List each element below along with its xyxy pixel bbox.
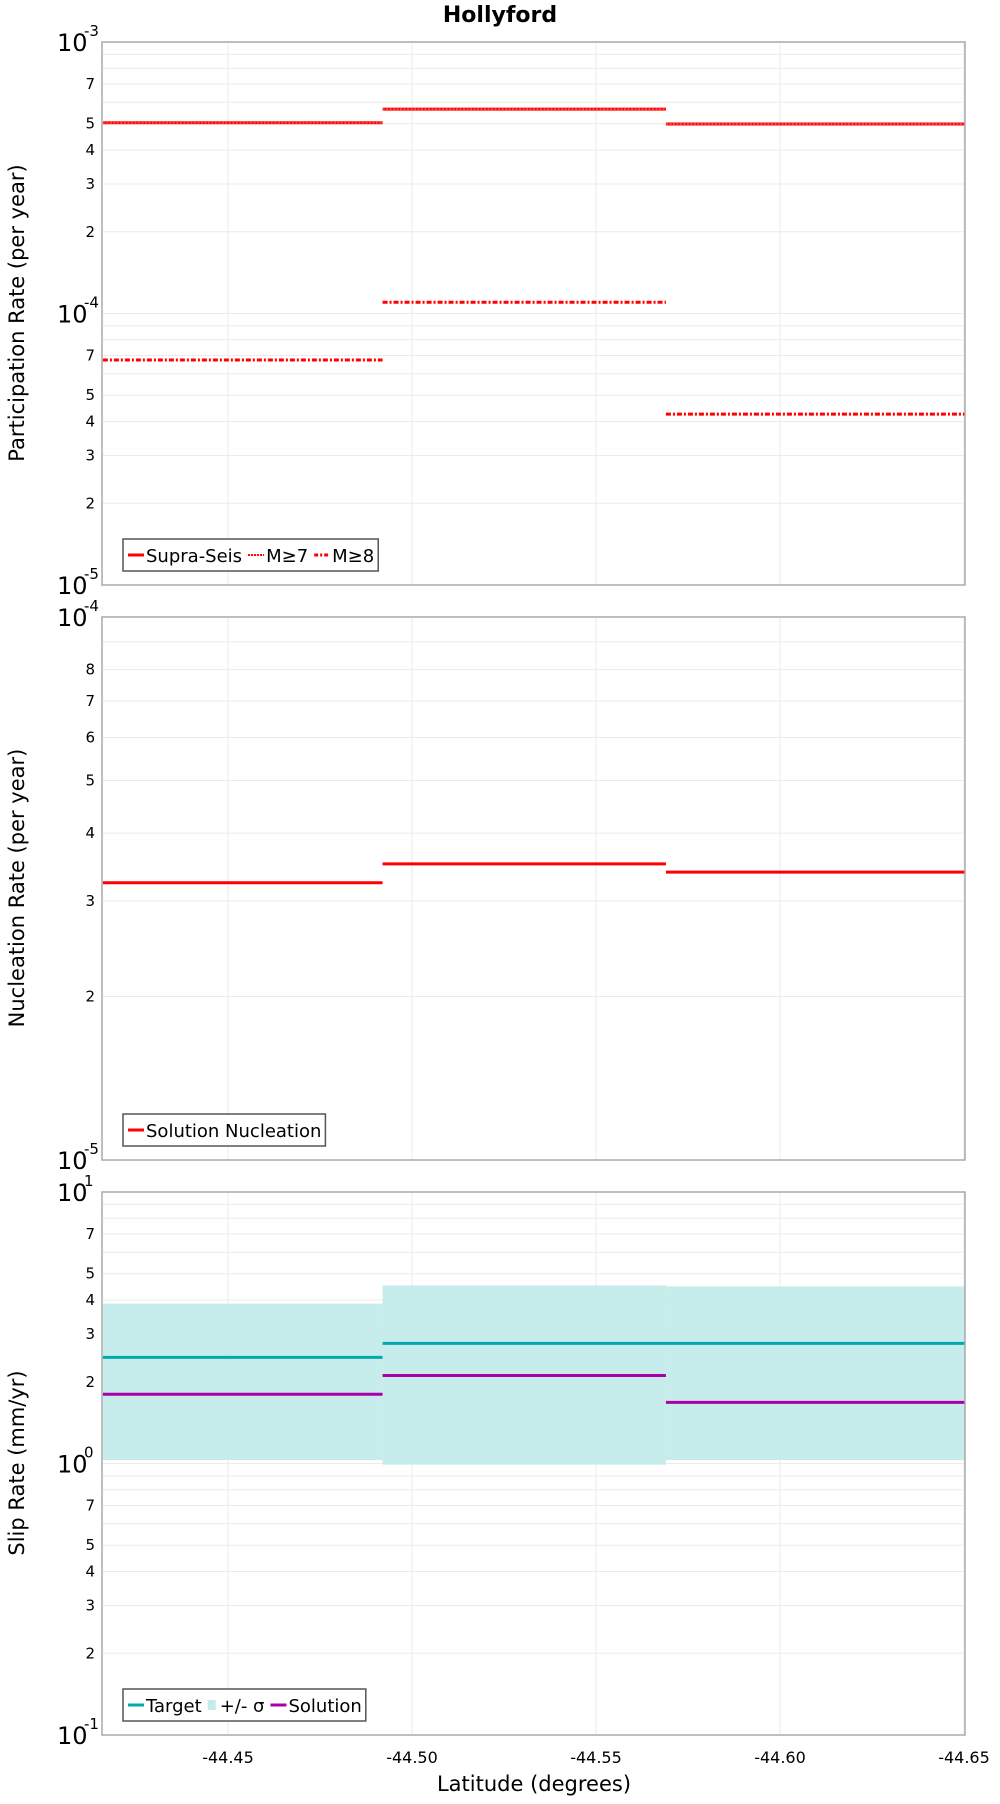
plot-frame [101,41,966,586]
y-major-tick-label: 10 [57,1179,88,1207]
legend-label: Solution Nucleation [146,1121,321,1142]
legend: Solution Nucleation [122,1113,327,1147]
y-minor-tick-label: 5 [85,115,95,133]
legend-label: Solution [288,1696,361,1717]
legend-swatch-sigma [207,1700,216,1710]
y-minor-tick-label: 3 [85,175,95,193]
legend-label: M≥7 [266,546,308,567]
y-minor-tick-label: 2 [85,1644,95,1662]
y-tick-exponent: -4 [84,597,99,615]
legend-label: +/- σ [220,1696,265,1717]
y-minor-tick-label: 3 [85,1325,95,1343]
y-minor-tick-label: 7 [85,1225,95,1243]
sigma-band [665,1286,965,1461]
sigma-band [102,1303,383,1461]
x-axis-label: Latitude (degrees) [437,1772,631,1796]
y-axis-label: Slip Rate (mm/yr) [5,1370,29,1555]
y-major-tick-label: 10 [57,29,88,57]
y-minor-tick-label: 5 [85,1265,95,1283]
y-minor-tick-label: 7 [85,1497,95,1515]
x-tick-label: -44.45 [202,1748,254,1767]
legend-box [122,1688,367,1722]
y-major-tick-label: 10 [57,301,88,329]
y-minor-tick-label: 3 [85,892,95,910]
y-minor-tick-label: 6 [85,728,95,746]
y-minor-tick-label: 5 [85,1536,95,1554]
y-minor-tick-label: 4 [85,413,95,431]
y-tick-exponent: -5 [84,1140,99,1158]
legend-label: Supra-Seis [146,546,242,567]
y-minor-tick-label: 4 [85,141,95,159]
y-minor-tick-label: 2 [85,223,95,241]
y-minor-tick-label: 4 [85,824,95,842]
legend: Target +/- σ Solution [122,1688,367,1722]
y-minor-tick-label: 7 [85,75,95,93]
x-tick-label: -44.60 [754,1748,806,1767]
y-minor-tick-label: 2 [85,1373,95,1391]
plot-frame [101,1191,966,1736]
y-minor-tick-label: 2 [85,988,95,1006]
y-major-tick-label: 10 [57,604,88,632]
y-minor-tick-label: 4 [85,1291,95,1309]
y-tick-exponent: -5 [84,565,99,583]
y-tick-exponent: 1 [84,1172,94,1190]
y-major-tick-label: 10 [57,1722,88,1750]
y-major-tick-label: 10 [57,572,88,600]
y-minor-tick-label: 7 [85,692,95,710]
y-minor-tick-label: 7 [85,347,95,365]
chart-title: Hollyford [443,3,557,28]
y-axis-label: Participation Rate (per year) [5,164,29,461]
y-minor-tick-label: 5 [85,771,95,789]
legend-box [122,1113,327,1147]
y-minor-tick-label: 3 [85,446,95,464]
legend-label: Target [145,1696,202,1717]
y-axis-label: Nucleation Rate (per year) [5,749,29,1028]
y-tick-exponent: -1 [84,1715,99,1733]
y-minor-tick-label: 4 [85,1563,95,1581]
y-minor-tick-label: 3 [85,1596,95,1614]
y-minor-tick-label: 8 [85,661,95,679]
y-minor-tick-label: 5 [85,386,95,404]
legend-box [122,538,379,572]
x-tick-label: -44.50 [386,1748,438,1767]
legend-label: M≥8 [332,546,374,567]
y-tick-exponent: -4 [84,294,99,312]
legend: Supra-Seis M≥7 M≥8 [122,538,379,572]
y-tick-exponent: -3 [84,22,99,40]
y-minor-tick-label: 2 [85,494,95,512]
y-major-tick-label: 10 [57,1147,88,1175]
y-tick-exponent: 0 [84,1444,94,1462]
y-major-tick-label: 10 [57,1451,88,1479]
x-tick-label: -44.55 [570,1748,622,1767]
x-tick-label: -44.65 [938,1748,990,1767]
plot-frame [101,616,966,1161]
